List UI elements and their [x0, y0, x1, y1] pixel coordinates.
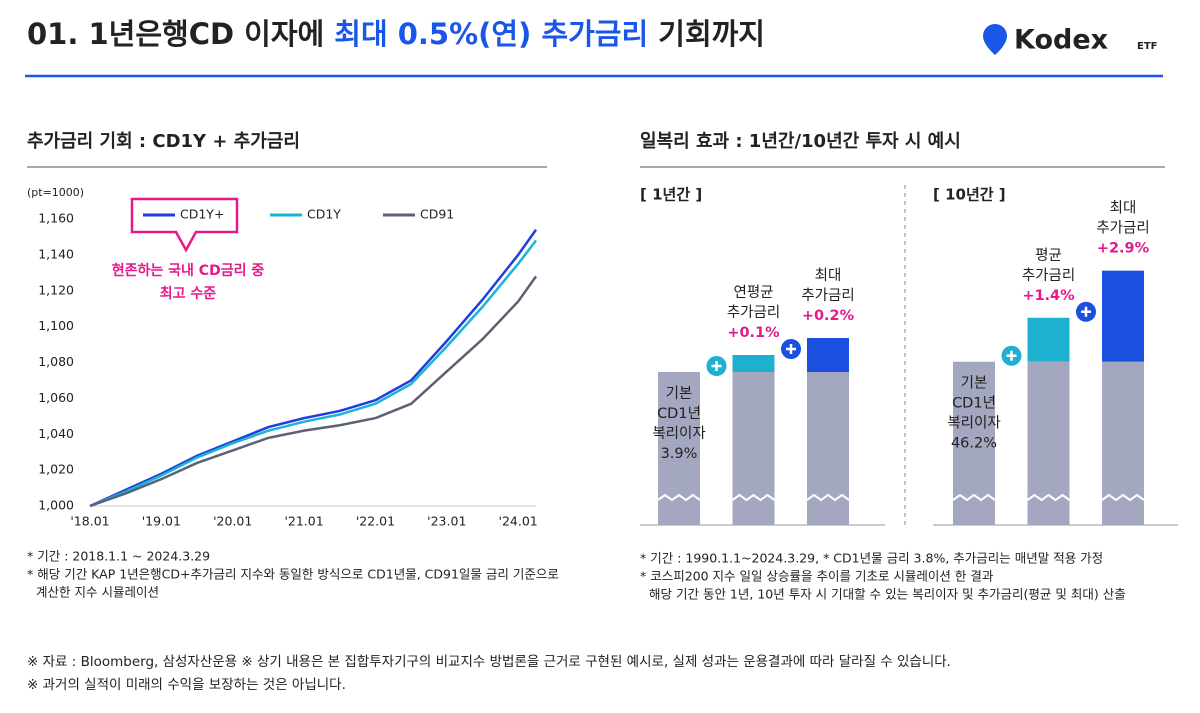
annotation-text: 현존하는 국내 CD금리 중	[112, 262, 265, 279]
bar-segment	[658, 372, 700, 525]
x-tick-label: '24.01	[499, 514, 538, 529]
bar-segment	[807, 338, 849, 372]
segment-label: 최대	[1110, 200, 1137, 217]
footnote: 해당 기간 동안 1년, 10년 투자 시 기대할 수 있는 복리이자 및 추가…	[649, 587, 1126, 602]
segment-label: 연평균	[733, 284, 773, 301]
x-tick-label: '20.01	[213, 514, 252, 529]
footnote: * 코스피200 지수 일일 상승률을 추이를 기초로 시뮬레이션 한 결과	[640, 569, 994, 584]
series-line	[89, 229, 538, 508]
segment-label: 추가금리	[1096, 220, 1149, 237]
series-line	[89, 275, 538, 508]
legend-label: CD1Y+	[180, 207, 224, 222]
segment-label: 복리이자	[652, 425, 705, 442]
brand-suffix: ETF	[1137, 41, 1157, 52]
segment-label: CD1년	[952, 395, 996, 412]
brand-icon	[983, 24, 1007, 55]
segment-label: CD1년	[657, 405, 701, 422]
footer-note: ※ 자료 : Bloomberg, 삼성자산운용 ※ 상기 내용은 본 집합투자…	[27, 654, 951, 670]
plus-sign	[1006, 350, 1017, 361]
y-tick-label: 1,020	[38, 462, 74, 477]
value-label: +0.2%	[802, 308, 855, 324]
title-part: 기회까지	[648, 17, 765, 51]
break-mark	[657, 493, 701, 502]
section-title: 일복리 효과 : 1년간/10년간 투자 시 예시	[640, 131, 961, 152]
bar-segment	[1102, 361, 1144, 525]
segment-label: 추가금리	[801, 287, 854, 304]
value-label: +1.4%	[1022, 288, 1075, 304]
break-mark	[952, 493, 996, 502]
x-tick-label: '18.01	[70, 514, 109, 529]
legend-label: CD1Y	[307, 207, 341, 222]
panel-title: [ 1년간 ]	[640, 186, 702, 204]
x-tick-label: '22.01	[356, 514, 395, 529]
break-mark	[1026, 493, 1071, 502]
x-tick-label: '21.01	[284, 514, 323, 529]
title-highlight: 최대 0.5%(연) 추가금리	[334, 17, 648, 51]
bar-segment	[732, 372, 775, 525]
bar-segment	[953, 361, 995, 525]
footer-note: ※ 과거의 실적이 미래의 수익을 보장하는 것은 아닙니다.	[27, 677, 346, 693]
segment-label: 평균	[1035, 247, 1062, 264]
bar-segment	[807, 372, 849, 525]
footnote: * 기간 : 2018.1.1 ~ 2024.3.29	[27, 549, 210, 564]
bar-segment	[1027, 317, 1070, 362]
x-tick-label: '23.01	[427, 514, 466, 529]
segment-label: 복리이자	[947, 415, 1000, 432]
brand: Kodex	[1014, 25, 1108, 56]
segment-label: 추가금리	[727, 304, 780, 321]
bar-segment	[1102, 270, 1144, 362]
y-tick-label: 1,000	[38, 498, 74, 513]
y-tick-label: 1,040	[38, 426, 74, 441]
bar-segment	[1027, 361, 1070, 525]
legend-label: CD91	[420, 207, 454, 222]
value-label: 46.2%	[951, 436, 997, 452]
segment-label: 기본	[961, 375, 988, 392]
value-label: +2.9%	[1097, 241, 1150, 257]
break-mark	[806, 493, 850, 502]
y-tick-label: 1,120	[38, 282, 74, 297]
break-mark	[731, 493, 776, 502]
x-tick-label: '19.01	[142, 514, 181, 529]
y-tick-label: 1,100	[38, 318, 74, 333]
plus-sign	[711, 361, 722, 371]
page-title: 01. 1년은행CD 이자에 최대 0.5%(연) 추가금리 기회까지	[27, 17, 765, 51]
segment-label: 최대	[815, 267, 842, 284]
y-tick-label: 1,060	[38, 390, 74, 405]
section-title: 추가금리 기회 : CD1Y + 추가금리	[27, 131, 300, 152]
segment-label: 기본	[666, 385, 693, 402]
segment-label: 추가금리	[1022, 267, 1075, 284]
value-label: 3.9%	[661, 446, 698, 462]
annotation-text: 최고 수준	[160, 286, 217, 302]
series-line	[89, 239, 537, 508]
y-tick-label: 1,140	[38, 246, 74, 261]
footnote: * 기간 : 1990.1.1~2024.3.29, * CD1년물 금리 3.…	[640, 551, 1103, 566]
unit-label: (pt=1000)	[27, 186, 84, 199]
value-label: +0.1%	[727, 325, 780, 341]
plus-sign	[1081, 306, 1091, 317]
y-tick-label: 1,080	[38, 354, 74, 369]
footnote: 계산한 지수 시뮬레이션	[36, 585, 159, 600]
bar-segment	[732, 355, 775, 372]
plus-sign	[786, 344, 796, 354]
footnote: * 해당 기간 KAP 1년은행CD+추가금리 지수와 동일한 방식으로 CD1…	[27, 567, 559, 582]
break-mark	[1101, 493, 1145, 502]
panel-title: [ 10년간 ]	[933, 186, 1006, 204]
y-tick-label: 1,160	[38, 211, 74, 226]
annotation-box	[130, 197, 239, 253]
title-part: 01. 1년은행CD 이자에	[27, 17, 334, 51]
